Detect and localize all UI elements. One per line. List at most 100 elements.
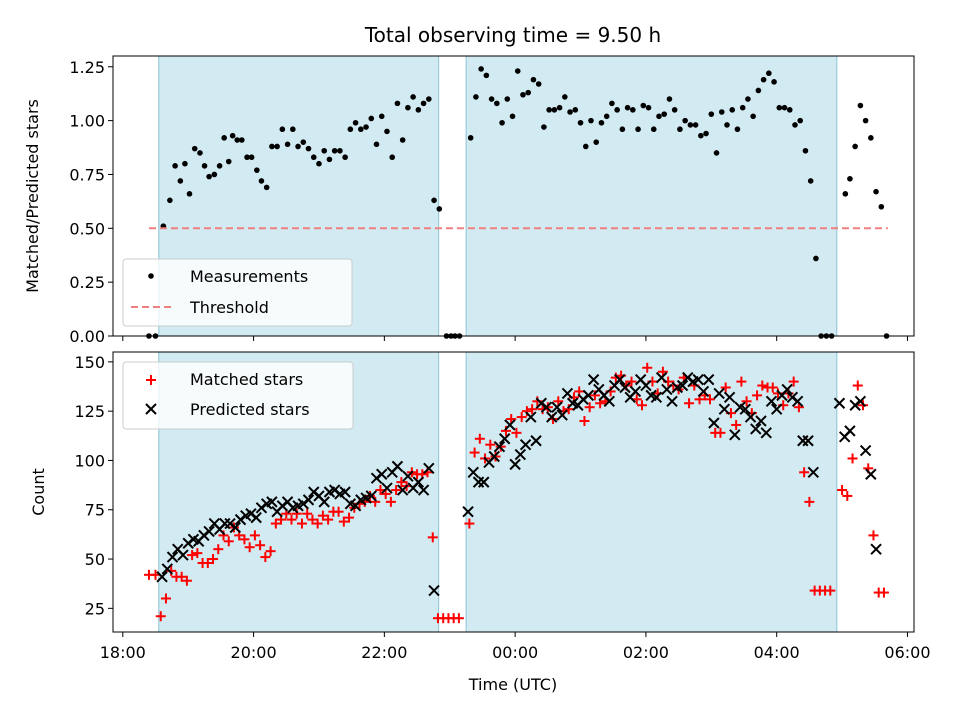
measurement-point: [352, 119, 359, 126]
measurement-point: [363, 124, 369, 130]
measurement-point: [274, 143, 280, 150]
predicted-star-point: [750, 423, 762, 435]
measurement-point: [221, 135, 227, 141]
measurement-point: [645, 104, 652, 111]
measurement-point: [488, 96, 495, 102]
predicted-star-point: [666, 395, 678, 408]
matched-star-point: [636, 400, 647, 411]
predicted-star-point: [661, 383, 673, 396]
predicted-star-point: [266, 496, 278, 508]
measurement-point: [729, 107, 736, 113]
matched-star-point: [642, 362, 653, 373]
measurement-point: [713, 150, 720, 156]
predicted-star-point: [391, 460, 404, 473]
predicted-star-point: [530, 435, 542, 447]
measurement-point: [504, 96, 511, 102]
measurement-point: [284, 141, 291, 148]
measurement-point: [766, 70, 772, 77]
predicted-star-point: [603, 395, 616, 408]
measurement-point: [389, 154, 396, 161]
y-tick-label: 1.00: [69, 112, 105, 131]
measurement-point: [310, 154, 317, 161]
measurement-point: [813, 255, 819, 262]
predicted-star-point: [797, 435, 809, 447]
measurement-point: [216, 163, 223, 169]
measurement-point: [305, 145, 312, 152]
measurement-point: [847, 175, 853, 182]
predicted-star-point: [561, 387, 574, 400]
measurement-point: [708, 111, 715, 117]
matched-star-point: [181, 575, 192, 586]
predicted-star-point: [525, 411, 537, 423]
matched-star-point: [767, 382, 778, 393]
measurement-point: [776, 104, 783, 111]
y-tick-label: 1.25: [69, 58, 105, 77]
predicted-star-point: [587, 373, 600, 386]
x-tick-label: 20:00: [231, 643, 277, 662]
matched-star-point: [312, 518, 323, 529]
measurement-point: [342, 154, 348, 161]
matched-star-point: [213, 544, 224, 555]
matched-star-point: [344, 512, 355, 523]
measurement-point: [541, 124, 547, 130]
predicted-star-point: [854, 395, 867, 408]
x-tick-label: 04:00: [754, 643, 800, 662]
measurement-point: [671, 107, 678, 113]
measurement-point: [677, 126, 683, 133]
measurement-point: [254, 167, 260, 173]
measurement-point: [373, 141, 380, 148]
measurement-point: [279, 126, 286, 133]
matched-star-point: [799, 467, 810, 478]
matched-star-point: [579, 416, 590, 427]
measurement-point: [842, 191, 849, 197]
measurement-point: [300, 139, 307, 145]
measurement-point: [234, 137, 241, 143]
matched-star-point: [485, 439, 496, 450]
measurement-point: [467, 135, 474, 141]
predicted-star-point: [376, 468, 388, 480]
measurement-point: [244, 154, 250, 161]
predicted-star-point: [802, 435, 814, 447]
predicted-star-point: [161, 563, 173, 575]
measurement-point: [551, 107, 558, 113]
measurement-point: [509, 113, 516, 120]
predicted-star-point: [619, 381, 631, 394]
matched-star-point: [752, 390, 763, 401]
top-legend: Measurements Threshold: [122, 258, 353, 327]
shaded-intervals: [158, 351, 838, 633]
matched-star-point: [847, 453, 858, 464]
measurement-point: [337, 147, 343, 154]
measurement-point: [258, 178, 265, 184]
measurement-point: [760, 76, 767, 83]
measurement-point: [394, 100, 401, 107]
measurement-point: [567, 109, 573, 115]
measurement-point: [530, 76, 537, 83]
x-tick-label: 02:00: [623, 643, 669, 662]
y-tick-label: 150: [74, 353, 105, 372]
matched-star-point: [391, 485, 402, 496]
matched-star-point: [511, 427, 522, 438]
matched-star-point: [160, 593, 171, 604]
measurement-point: [546, 107, 552, 113]
measurement-point: [410, 94, 416, 100]
matched-star-point: [684, 398, 695, 409]
measurement-point: [420, 100, 427, 107]
predicted-star-point: [302, 494, 315, 506]
predicted-star-point: [629, 385, 642, 398]
measurement-point: [868, 135, 874, 141]
predicted-star-point: [339, 486, 351, 498]
measurement-point: [316, 160, 322, 167]
measurement-point: [229, 132, 236, 139]
predicted-star-point: [493, 440, 506, 453]
measurement-point: [857, 102, 864, 109]
measurement-point: [734, 126, 741, 133]
matched-star-point: [469, 447, 480, 458]
measurement-point: [598, 119, 605, 126]
measurement-point: [593, 139, 600, 145]
predicted-star-point: [551, 401, 563, 413]
measurement-point: [807, 178, 814, 184]
measurement-point: [630, 107, 636, 113]
matched-star-point: [265, 546, 276, 557]
measurement-point: [177, 178, 184, 184]
matched-star-point: [453, 613, 464, 624]
